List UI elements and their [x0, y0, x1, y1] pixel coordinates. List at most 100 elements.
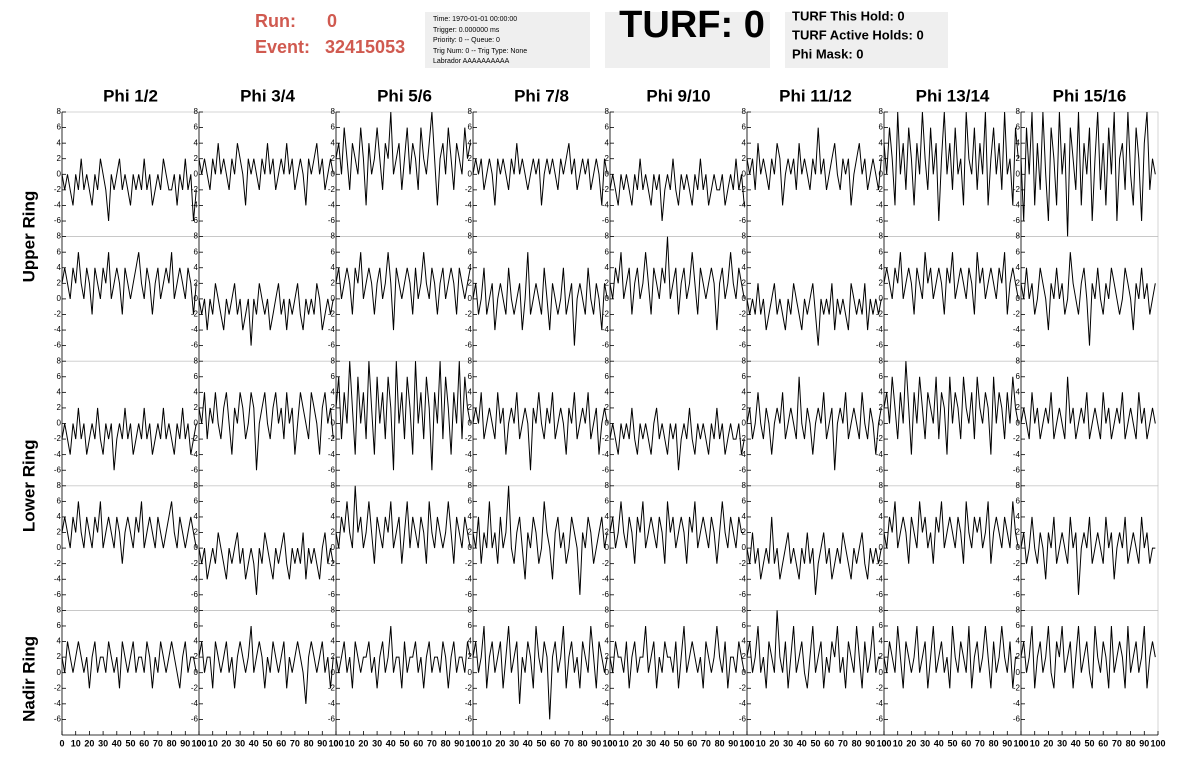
x-tick-label: 0	[881, 738, 886, 748]
waveform	[198, 392, 334, 471]
y-tick-label: 0	[331, 543, 336, 552]
y-tick-label: -4	[876, 574, 884, 583]
y-tick-label: 8	[194, 232, 199, 241]
y-tick-label: -6	[876, 465, 884, 474]
y-tick-label: 4	[742, 263, 747, 272]
run-value: 0	[327, 11, 337, 31]
y-tick-label: 8	[57, 107, 62, 116]
y-tick-label: -4	[328, 325, 336, 334]
x-tick-label: 70	[975, 738, 985, 748]
y-tick-label: 2	[742, 154, 747, 163]
y-tick-label: 6	[57, 621, 62, 630]
waveform	[198, 625, 334, 704]
y-tick-label: 0	[331, 169, 336, 178]
y-tick-label: 8	[194, 356, 199, 365]
panel-frame	[883, 485, 1022, 611]
y-tick-label: 4	[1016, 637, 1021, 646]
y-tick-label: 2	[742, 652, 747, 661]
y-tick-label: -4	[739, 325, 747, 334]
x-tick-label: 20	[632, 738, 642, 748]
y-tick-label: -2	[602, 185, 610, 194]
y-tick-label: 8	[468, 481, 473, 490]
panel-frame	[61, 610, 200, 736]
x-tick-label: 60	[276, 738, 286, 748]
y-tick-label: 4	[879, 512, 884, 521]
y-tick-label: -6	[1013, 590, 1021, 599]
x-tick-label: 40	[934, 738, 944, 748]
column-title: Phi 1/2	[103, 86, 158, 105]
y-tick-label: -4	[739, 574, 747, 583]
y-tick-label: -2	[739, 559, 747, 568]
y-tick-label: -2	[602, 310, 610, 319]
y-tick-label: 6	[331, 123, 336, 132]
y-tick-label: 2	[194, 154, 199, 163]
x-tick-label: 100	[602, 738, 617, 748]
y-tick-label: -2	[191, 310, 199, 319]
event-label: Event:	[255, 37, 310, 57]
y-tick-label: 4	[57, 138, 62, 147]
x-tick-label: 90	[180, 738, 190, 748]
y-tick-label: -2	[602, 434, 610, 443]
y-tick-label: -6	[602, 341, 610, 350]
y-tick-label: 8	[57, 606, 62, 615]
waveform	[746, 376, 882, 471]
y-tick-label: 8	[742, 232, 747, 241]
y-tick-label: 4	[879, 138, 884, 147]
row-label: Upper Ring	[19, 191, 38, 283]
x-tick-label: 0	[59, 738, 64, 748]
y-tick-label: 6	[605, 372, 610, 381]
column-title: Phi 5/6	[377, 86, 432, 105]
y-tick-label: 6	[468, 621, 473, 630]
y-tick-label: -2	[465, 434, 473, 443]
waveform	[198, 532, 334, 595]
panel-frame	[1020, 485, 1159, 611]
y-tick-label: 8	[742, 107, 747, 116]
y-tick-label: 8	[331, 356, 336, 365]
waveform	[472, 485, 608, 595]
y-tick-label: -4	[602, 574, 610, 583]
x-tick-label: 80	[167, 738, 177, 748]
y-tick-label: 4	[605, 512, 610, 521]
y-tick-label: 0	[605, 543, 610, 552]
y-tick-label: 0	[57, 419, 62, 428]
y-tick-label: 4	[742, 387, 747, 396]
y-tick-label: -2	[54, 434, 62, 443]
y-tick-label: -4	[465, 574, 473, 583]
y-tick-label: 2	[57, 528, 62, 537]
y-tick-label: -2	[602, 559, 610, 568]
waveform	[335, 111, 471, 206]
y-tick-label: 4	[1016, 138, 1021, 147]
y-tick-label: 4	[468, 387, 473, 396]
x-tick-label: 50	[536, 738, 546, 748]
y-tick-label: -4	[328, 450, 336, 459]
y-tick-label: 6	[879, 621, 884, 630]
y-tick-label: -4	[602, 699, 610, 708]
x-tick-label: 50	[125, 738, 135, 748]
turf-info: TURF Active Holds: 0	[792, 27, 924, 42]
y-tick-label: 8	[605, 481, 610, 490]
y-tick-label: 6	[742, 247, 747, 256]
y-tick-label: 2	[1016, 652, 1021, 661]
x-tick-label: 40	[249, 738, 259, 748]
x-tick-label: 20	[221, 738, 231, 748]
y-tick-label: -4	[54, 450, 62, 459]
panel-frame	[609, 111, 748, 237]
y-tick-label: 8	[1016, 606, 1021, 615]
y-tick-label: -6	[876, 341, 884, 350]
panel-frame	[61, 485, 200, 611]
y-tick-label: 0	[468, 543, 473, 552]
y-tick-label: 0	[879, 169, 884, 178]
y-tick-label: 0	[1016, 543, 1021, 552]
y-tick-label: -2	[876, 559, 884, 568]
y-tick-label: 2	[1016, 528, 1021, 537]
y-tick-label: 8	[879, 481, 884, 490]
x-tick-label: 50	[947, 738, 957, 748]
y-tick-label: 4	[331, 512, 336, 521]
y-tick-label: 2	[605, 652, 610, 661]
y-tick-label: -2	[876, 434, 884, 443]
x-tick-label: 70	[427, 738, 437, 748]
y-tick-label: 6	[1016, 621, 1021, 630]
x-tick-label: 10	[893, 738, 903, 748]
y-tick-label: -6	[1013, 216, 1021, 225]
